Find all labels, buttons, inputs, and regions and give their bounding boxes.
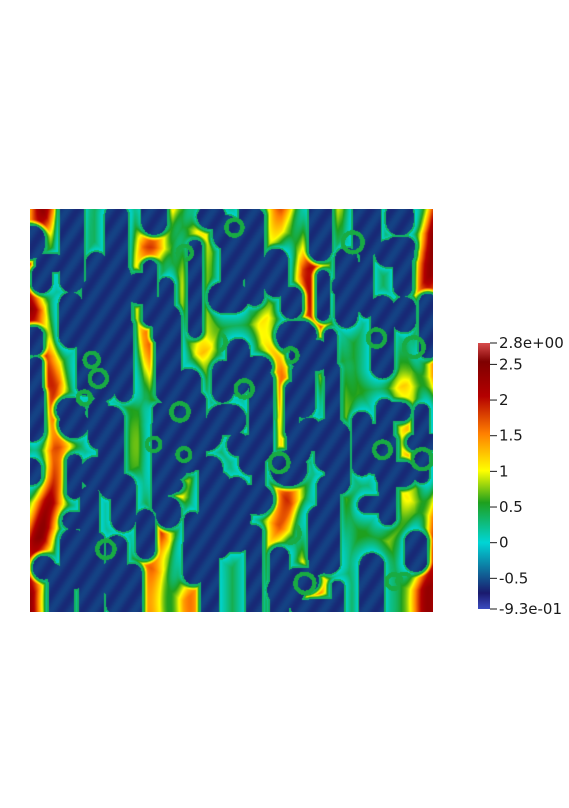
- colorbar-tick-5-label: 0: [499, 534, 509, 552]
- colorbar-tick-1-label: 2: [499, 391, 509, 409]
- colorbar-tick-4-label: 0.5: [499, 498, 523, 516]
- colorbar-tick-6-label: -0.5: [499, 569, 528, 587]
- colorbar: 2.8e+00 2.5 2 1.5 1 0.5 0 -0.5 -9.3e-01: [478, 334, 564, 618]
- colorbar-tick-0-label: 2.5: [499, 355, 523, 373]
- colorbar-ticks: 2.8e+00 2.5 2 1.5 1 0.5 0 -0.5 -9.3e-01: [490, 334, 564, 618]
- colorbar-max-label: 2.8e+00: [499, 334, 564, 352]
- heatmap-field: [30, 209, 433, 612]
- colorbar-gradient: [478, 343, 490, 609]
- colorbar-min-label: -9.3e-01: [499, 600, 562, 618]
- colorbar-tick-3-label: 1: [499, 462, 509, 480]
- colorbar-tick-2-label: 1.5: [499, 427, 523, 445]
